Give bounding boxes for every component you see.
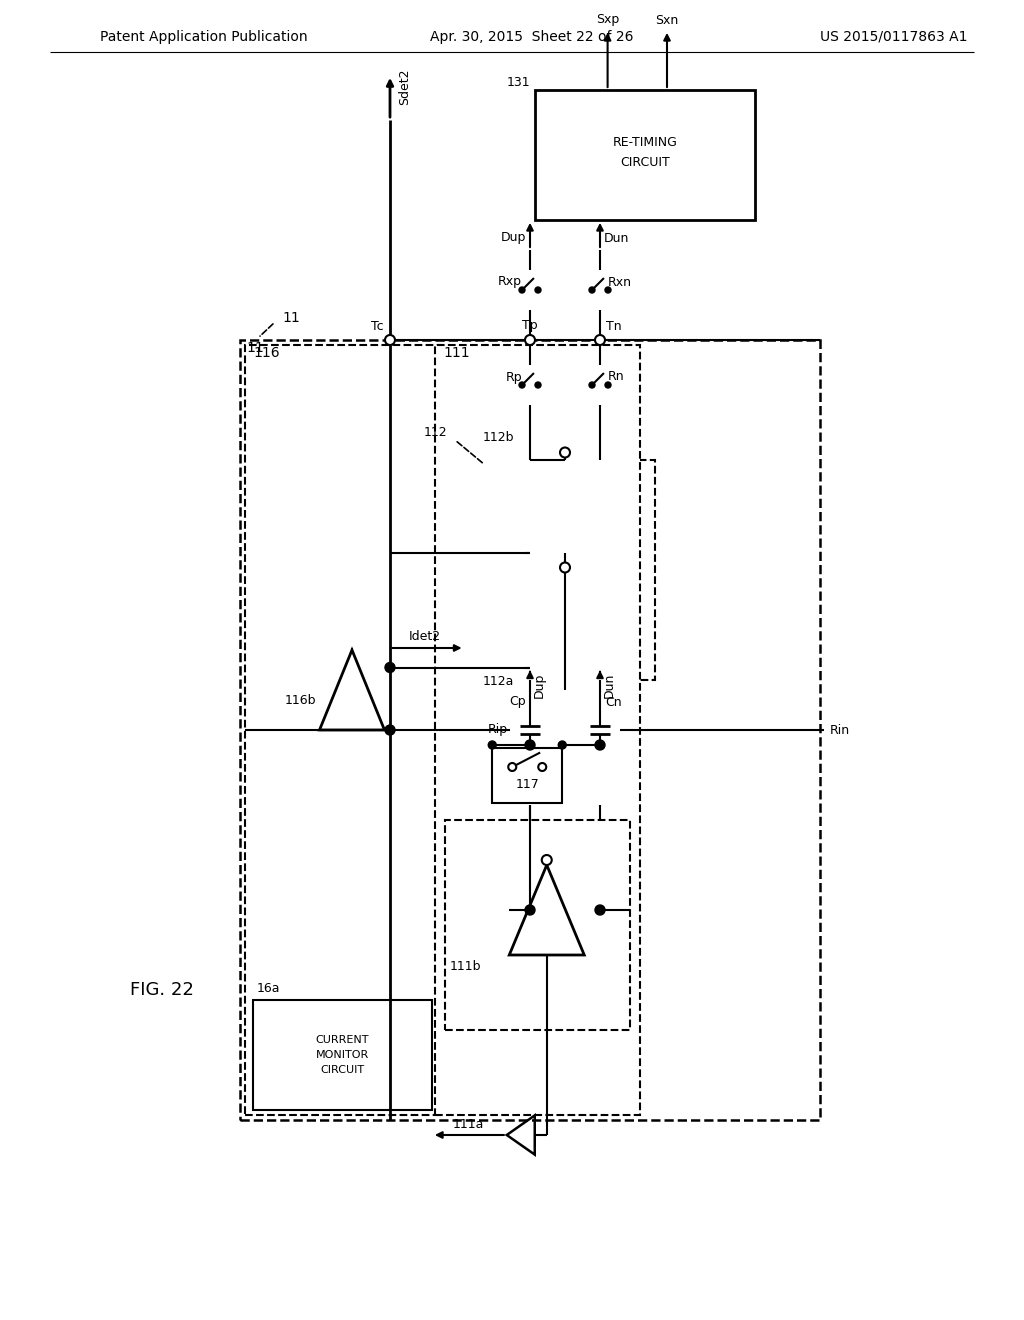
Text: Tc: Tc [372,319,384,333]
Bar [245,345,440,1115]
Text: Cn: Cn [605,696,623,709]
Circle shape [605,381,611,388]
Text: Rip: Rip [487,723,508,737]
Text: 112b: 112b [483,432,514,444]
Circle shape [595,741,605,750]
Text: Rxp: Rxp [498,276,522,289]
Text: Sxp: Sxp [596,13,620,26]
Text: 131: 131 [507,75,530,88]
Text: MONITOR: MONITOR [315,1049,369,1060]
Circle shape [525,741,535,750]
Circle shape [488,741,497,748]
Circle shape [525,906,535,915]
Bar [240,341,820,1119]
Circle shape [508,763,516,771]
Circle shape [542,855,552,865]
Text: Sxn: Sxn [655,13,679,26]
Bar [475,459,655,680]
Text: Patent Application Publication: Patent Application Publication [100,30,307,44]
Circle shape [519,286,525,293]
Text: Sdet2: Sdet2 [398,69,411,106]
Text: 111b: 111b [450,961,481,974]
Text: Rn: Rn [608,371,625,384]
Text: Tp: Tp [522,319,538,333]
Text: Tn: Tn [606,319,622,333]
Circle shape [519,381,525,388]
Text: 11: 11 [246,341,264,355]
Text: 111a: 111a [453,1118,484,1130]
Text: Dun: Dun [603,672,616,698]
Circle shape [560,562,570,573]
Circle shape [595,335,605,345]
Circle shape [385,335,395,345]
Text: 16a: 16a [257,982,281,994]
Circle shape [560,447,570,458]
Circle shape [525,335,535,345]
Bar [493,747,562,803]
Text: Idet2: Idet2 [409,630,440,643]
Text: CIRCUIT: CIRCUIT [621,157,670,169]
Text: Dup: Dup [501,231,526,244]
Text: Rin: Rin [830,723,850,737]
Text: Dun: Dun [604,231,630,244]
Text: 111: 111 [443,346,470,360]
Circle shape [539,763,546,771]
Text: Apr. 30, 2015  Sheet 22 of 26: Apr. 30, 2015 Sheet 22 of 26 [430,30,634,44]
Bar [535,90,755,220]
Circle shape [605,286,611,293]
Text: 116b: 116b [285,693,316,706]
Text: Rxn: Rxn [608,276,632,289]
Text: 116: 116 [253,346,280,360]
Bar [435,345,640,1115]
Bar [445,820,630,1030]
Circle shape [589,381,595,388]
Text: Dup: Dup [534,672,546,698]
Text: CIRCUIT: CIRCUIT [321,1065,365,1074]
Text: 112a: 112a [483,675,514,688]
Circle shape [385,663,395,672]
Circle shape [589,286,595,293]
Circle shape [558,741,566,748]
Circle shape [385,725,395,735]
Text: CURRENT: CURRENT [315,1035,370,1045]
Circle shape [595,906,605,915]
Text: RE-TIMING: RE-TIMING [612,136,678,149]
Text: 11: 11 [282,312,300,325]
Text: 112: 112 [423,425,447,438]
Text: FIG. 22: FIG. 22 [130,981,194,999]
Circle shape [535,381,541,388]
Bar [253,1001,432,1110]
Text: US 2015/0117863 A1: US 2015/0117863 A1 [820,30,968,44]
Text: Cp: Cp [510,696,526,709]
Text: Rp: Rp [506,371,522,384]
Circle shape [535,286,541,293]
Text: 117: 117 [515,779,539,792]
